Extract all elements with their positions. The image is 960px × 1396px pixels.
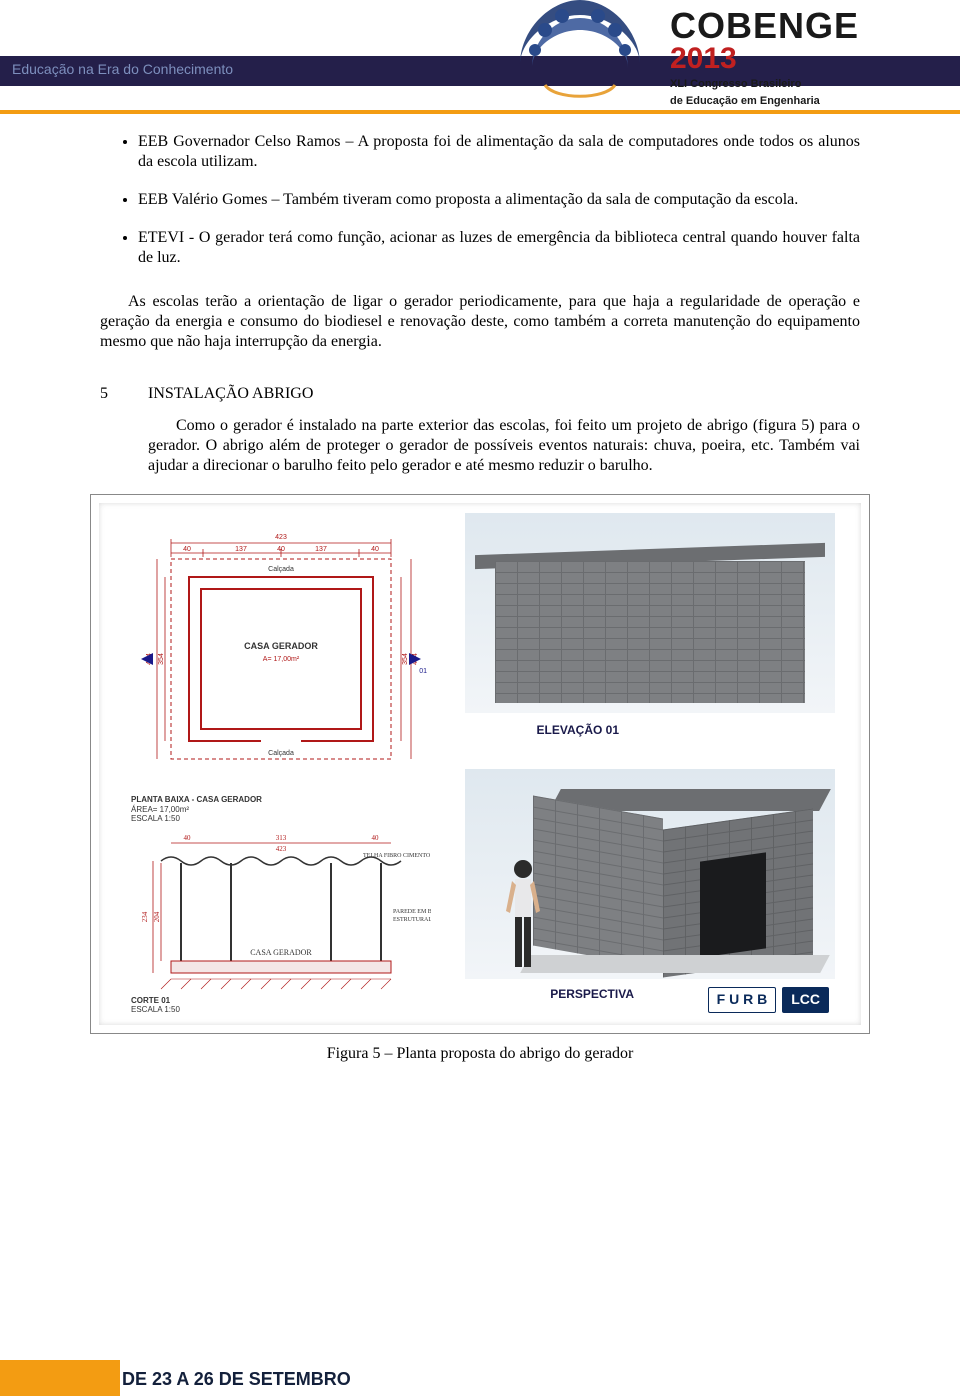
brand-year: 2013 [670, 44, 900, 74]
brand-sub1: XLI Congresso Brasileiro [670, 78, 900, 91]
svg-text:313: 313 [276, 834, 287, 842]
svg-text:ESTRUTURAL: ESTRUTURAL [393, 917, 431, 923]
svg-text:Calçada: Calçada [268, 750, 294, 757]
svg-text:40: 40 [371, 546, 379, 553]
svg-text:354: 354 [402, 653, 409, 665]
svg-text:354: 354 [158, 653, 165, 665]
page: Educação na Era do Conhecimento COBENGE … [0, 0, 960, 1396]
paragraph: As escolas terão a orientação de ligar o… [100, 292, 860, 352]
list-item: EEB Governador Celso Ramos – A proposta … [138, 132, 860, 172]
svg-text:137: 137 [315, 546, 327, 553]
svg-text:204: 204 [153, 911, 161, 922]
section-heading-row: 5 INSTALAÇÃO ABRIGO [100, 384, 860, 404]
figure-5: 423 40 137 40 137 40 454 354 354 454 [90, 494, 870, 1034]
svg-text:01: 01 [419, 668, 427, 675]
list-item: EEB Valério Gomes – Também tiveram como … [138, 190, 860, 210]
figure-logos: F U R B LCC [708, 987, 829, 1013]
section-drawing: 234 204 40 313 40 423 CASA GERADOR PARED… [131, 833, 431, 993]
section-title: INSTALAÇÃO ABRIGO [148, 384, 313, 404]
logo-furb: F U R B [708, 987, 777, 1013]
svg-text:423: 423 [275, 534, 287, 541]
svg-text:40: 40 [184, 834, 192, 842]
plan-drawing: 423 40 137 40 137 40 454 354 354 454 [131, 509, 431, 789]
footer-text: DE 23 A 26 DE SETEMBRO [122, 1369, 351, 1390]
render-label-elevation: ELEVAÇÃO 01 [537, 723, 619, 738]
header-banner: Educação na Era do Conhecimento COBENGE … [0, 0, 960, 110]
plan-subtitle: PLANTA BAIXA - CASA GERADOR ÁREA= 17,00m… [131, 795, 431, 824]
person-icon [503, 857, 543, 977]
svg-text:Calçada: Calçada [268, 566, 294, 573]
brand-box: COBENGE 2013 XLI Congresso Brasileiro de… [670, 8, 900, 110]
svg-text:40: 40 [277, 546, 285, 553]
list-item: ETEVI - O gerador terá como função, acio… [138, 228, 860, 268]
section-subtitle: CORTE 01 ESCALA 1:50 [131, 997, 180, 1015]
footer-accent [0, 1360, 120, 1396]
section-number: 5 [100, 384, 148, 404]
note-wall: PAREDE EM BLOCO [393, 909, 431, 915]
svg-text:234: 234 [141, 911, 149, 922]
figure-caption: Figura 5 – Planta proposta do abrigo do … [100, 1044, 860, 1064]
svg-text:A= 17,00m²: A= 17,00m² [263, 656, 300, 663]
svg-text:40: 40 [183, 546, 191, 553]
brand-sub2: de Educação em Engenharia [670, 95, 900, 108]
render-elevation [465, 513, 835, 713]
banner-bar-text: Educação na Era do Conhecimento [12, 61, 233, 77]
render-perspective [465, 769, 835, 979]
content: EEB Governador Celso Ramos – A proposta … [0, 114, 960, 1064]
logo-lcc: LCC [782, 987, 829, 1013]
svg-text:TELHA FIBRO CIMENTO: TELHA FIBRO CIMENTO [363, 853, 431, 859]
section-paragraph: Como o gerador é instalado na parte exte… [148, 416, 860, 476]
svg-text:CASA GERADOR: CASA GERADOR [250, 948, 312, 957]
render-label-perspective: PERSPECTIVA [550, 987, 634, 1002]
svg-text:40: 40 [372, 834, 380, 842]
bullet-list: EEB Governador Celso Ramos – A proposta … [138, 132, 860, 268]
brand-title: COBENGE [670, 8, 900, 44]
svg-text:CASA GERADOR: CASA GERADOR [244, 641, 318, 651]
footer: DE 23 A 26 DE SETEMBRO [0, 1360, 960, 1396]
svg-text:423: 423 [276, 845, 287, 853]
svg-text:137: 137 [235, 546, 247, 553]
wreath-logo-icon [500, 0, 660, 110]
